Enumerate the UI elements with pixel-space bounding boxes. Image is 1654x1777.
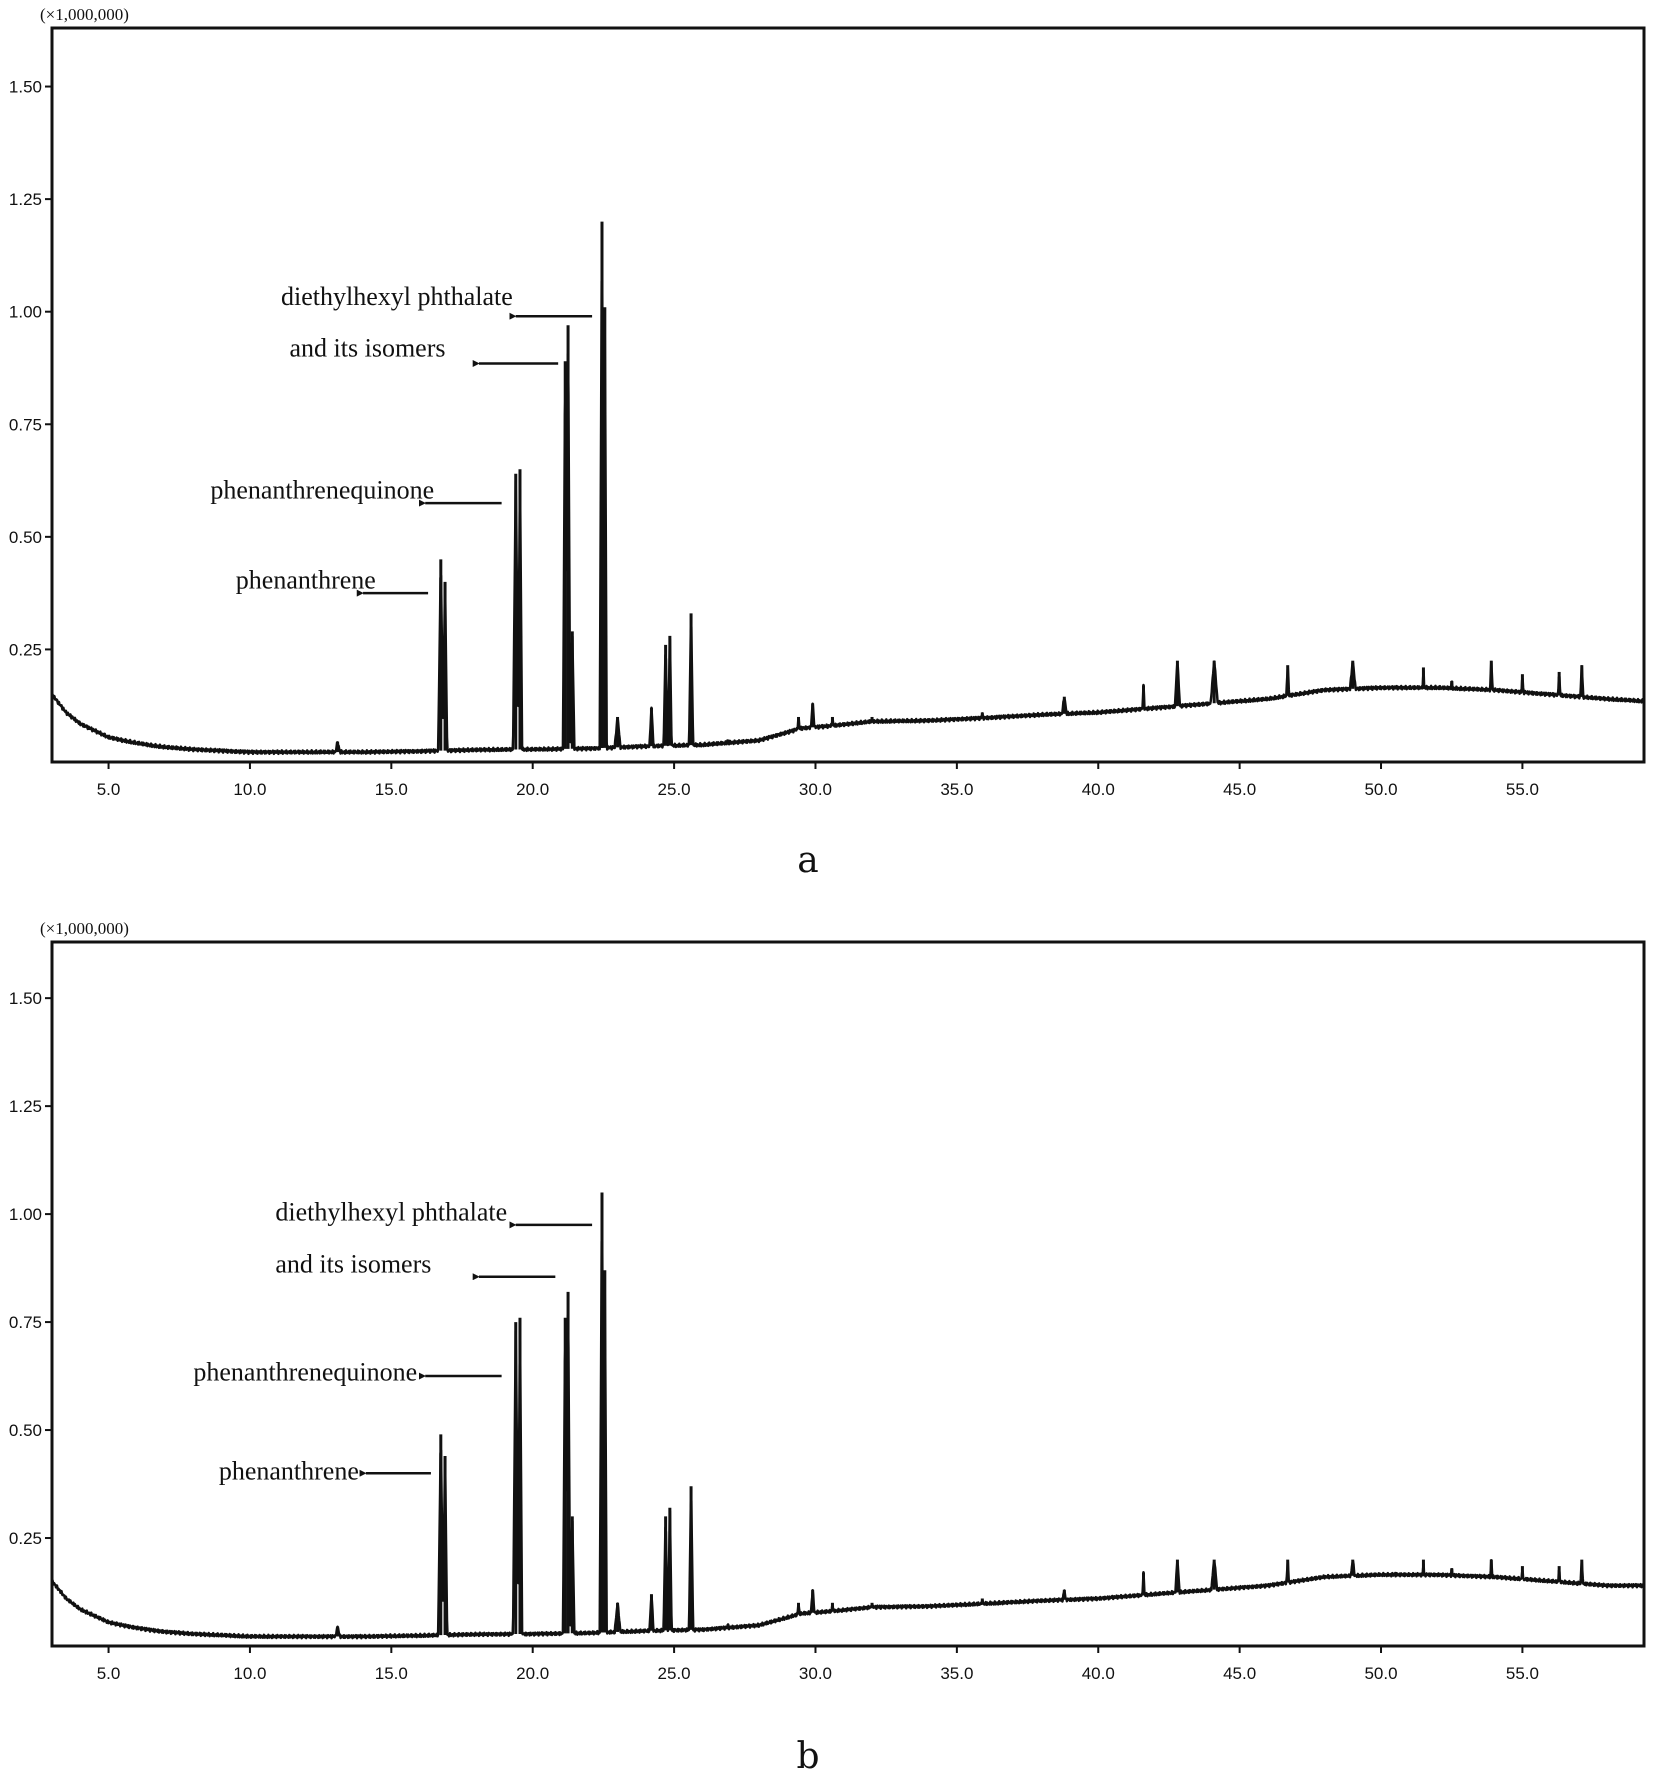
panel-b-x-tick-label: 30.0 xyxy=(799,1664,832,1683)
panel-b-x-tick-label: 25.0 xyxy=(658,1664,691,1683)
panel-a-annotation-label: phenanthrene xyxy=(236,566,376,595)
panel-a-annotation-label: phenanthrenequinone xyxy=(210,476,434,505)
panel-a-y-tick-label: 0.75 xyxy=(9,415,42,434)
panel-a-x-tick-label: 5.0 xyxy=(97,780,121,799)
panel-b-y-tick-label: 1.00 xyxy=(9,1205,42,1224)
panel-a-x-tick-label: 35.0 xyxy=(940,780,973,799)
panel-a-x-tick-label: 10.0 xyxy=(233,780,266,799)
panel-b-y-tick-label: 0.75 xyxy=(9,1313,42,1332)
panel-b-annotation-label: diethylhexyl phthalate xyxy=(275,1198,507,1227)
panel-a-y-tick-label: 0.50 xyxy=(9,528,42,547)
panel-b-chart: (×1,000,000) 5.0 10.0 15.0 20.0 25.0 30.0 35.0… xyxy=(9,919,1646,1777)
panel-a-x-tick-label: 50.0 xyxy=(1364,780,1397,799)
panel-b-annotation-label: phenanthrenequinone xyxy=(193,1357,417,1386)
panel-a-y-ticks: 0.25 0.50 0.75 1.00 1.25 1.50 xyxy=(9,78,52,659)
panel-b-x-tick-label: 15.0 xyxy=(375,1664,408,1683)
panel-a-annotation-label: diethylhexyl phthalate xyxy=(281,282,513,311)
panel-a-y-tick-label: 0.25 xyxy=(9,640,42,659)
panel-a-chromatogram-trace xyxy=(51,279,1646,756)
panel-b-plot-frame xyxy=(50,940,1646,1648)
panel-a-label: a xyxy=(797,840,818,881)
panel-b-annotations: diethylhexyl phthalate and its isomers phe… xyxy=(193,1198,593,1486)
panel-a-chart: (×1,000,000) 5.0 10.0 15.0 20.0 25.0 30.0 35.0… xyxy=(9,5,1646,881)
panel-b-y-tick-label: 1.50 xyxy=(9,989,42,1008)
panel-b-x-tick-label: 55.0 xyxy=(1506,1664,1539,1683)
panel-b-x-tick-label: 40.0 xyxy=(1082,1664,1115,1683)
panel-b-y-ticks: 0.25 0.50 0.75 1.00 1.25 1.50 xyxy=(9,989,52,1548)
panel-b-y-unit-label: (×1,000,000) xyxy=(40,919,129,938)
panel-b-x-tick-label: 5.0 xyxy=(97,1664,121,1683)
panel-a-x-tick-label: 40.0 xyxy=(1082,780,1115,799)
panel-a-x-tick-label: 55.0 xyxy=(1506,780,1539,799)
panel-b-y-tick-label: 0.50 xyxy=(9,1421,42,1440)
panel-b-y-tick-label: 1.25 xyxy=(9,1097,42,1116)
panel-a-x-tick-label: 15.0 xyxy=(375,780,408,799)
panel-a-y-tick-label: 1.00 xyxy=(9,303,42,322)
panel-b-peak-marks xyxy=(336,1192,1584,1637)
panel-a-x-tick-label: 20.0 xyxy=(516,780,549,799)
panel-b-x-tick-label: 50.0 xyxy=(1364,1664,1397,1683)
panel-b-label: b xyxy=(796,1736,819,1777)
panel-b-x-tick-label: 45.0 xyxy=(1223,1664,1256,1683)
panel-a-annotations: diethylhexyl phthalate and its isomers phe… xyxy=(210,282,593,597)
panel-b-chromatogram-trace xyxy=(50,1240,1646,1640)
panel-a-x-tick-label: 25.0 xyxy=(658,780,691,799)
panel-a-y-tick-label: 1.50 xyxy=(9,78,42,97)
panel-b-annotation-label: phenanthrene xyxy=(219,1457,359,1486)
panel-a-x-tick-label: 45.0 xyxy=(1223,780,1256,799)
panel-b-annotation-label: and its isomers xyxy=(275,1249,431,1278)
panel-b-x-tick-label: 10.0 xyxy=(233,1664,266,1683)
panel-a-plot-frame xyxy=(50,26,1646,764)
panel-a-x-ticks: 5.0 10.0 15.0 20.0 25.0 30.0 35.0 40.0 45.0 50.0 5… xyxy=(97,762,1539,799)
panel-a-annotation-label: and its isomers xyxy=(290,334,446,363)
panel-b-x-tick-label: 35.0 xyxy=(940,1664,973,1683)
panel-a-y-tick-label: 1.25 xyxy=(9,190,42,209)
panel-a-peak-marks xyxy=(336,221,1584,753)
panel-a-y-unit-label: (×1,000,000) xyxy=(40,5,129,24)
panel-b-x-tick-label: 20.0 xyxy=(516,1664,549,1683)
panel-b-x-ticks: 5.0 10.0 15.0 20.0 25.0 30.0 35.0 40.0 45.0 50.0 5… xyxy=(97,1646,1539,1683)
panel-b-y-tick-label: 0.25 xyxy=(9,1529,42,1548)
panel-a-x-tick-label: 30.0 xyxy=(799,780,832,799)
